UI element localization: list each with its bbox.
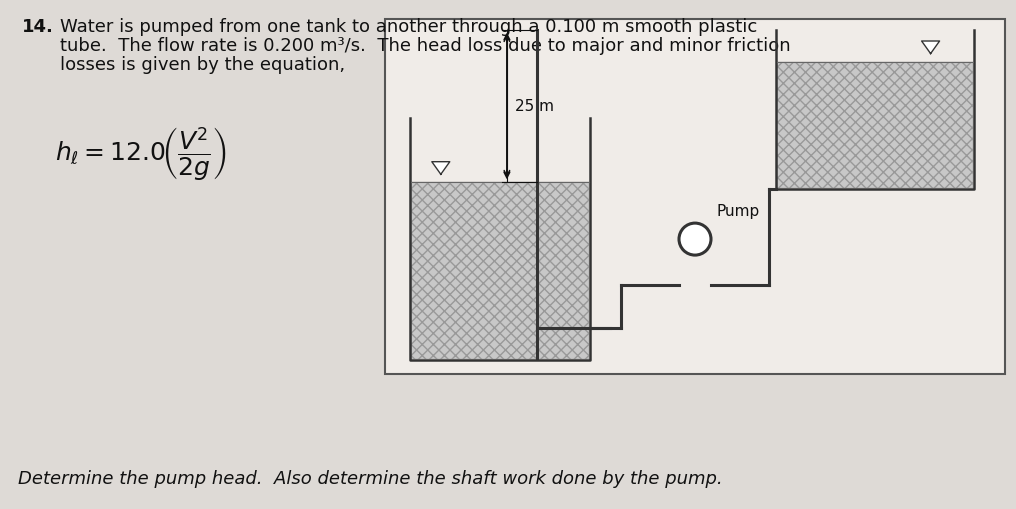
Bar — [410, 183, 588, 359]
Text: Determine the pump head.  Also determine the shaft work done by the pump.: Determine the pump head. Also determine … — [18, 469, 722, 487]
Text: 25 m: 25 m — [515, 99, 554, 114]
Text: 14.: 14. — [22, 18, 54, 36]
Text: tube.  The flow rate is 0.200 m³/s.  The head loss due to major and minor fricti: tube. The flow rate is 0.200 m³/s. The h… — [60, 37, 790, 55]
Text: $h_{\ell} = 12.0\!\left(\dfrac{V^2}{2g}\right)$: $h_{\ell} = 12.0\!\left(\dfrac{V^2}{2g}\… — [55, 126, 227, 184]
Text: losses is given by the equation,: losses is given by the equation, — [60, 56, 345, 74]
Polygon shape — [922, 42, 940, 54]
Circle shape — [679, 223, 711, 256]
Bar — [385, 20, 1005, 374]
Polygon shape — [432, 162, 450, 175]
Bar — [776, 63, 973, 189]
Text: Water is pumped from one tank to another through a 0.100 m smooth plastic: Water is pumped from one tank to another… — [60, 18, 757, 36]
Text: Pump: Pump — [716, 204, 759, 219]
